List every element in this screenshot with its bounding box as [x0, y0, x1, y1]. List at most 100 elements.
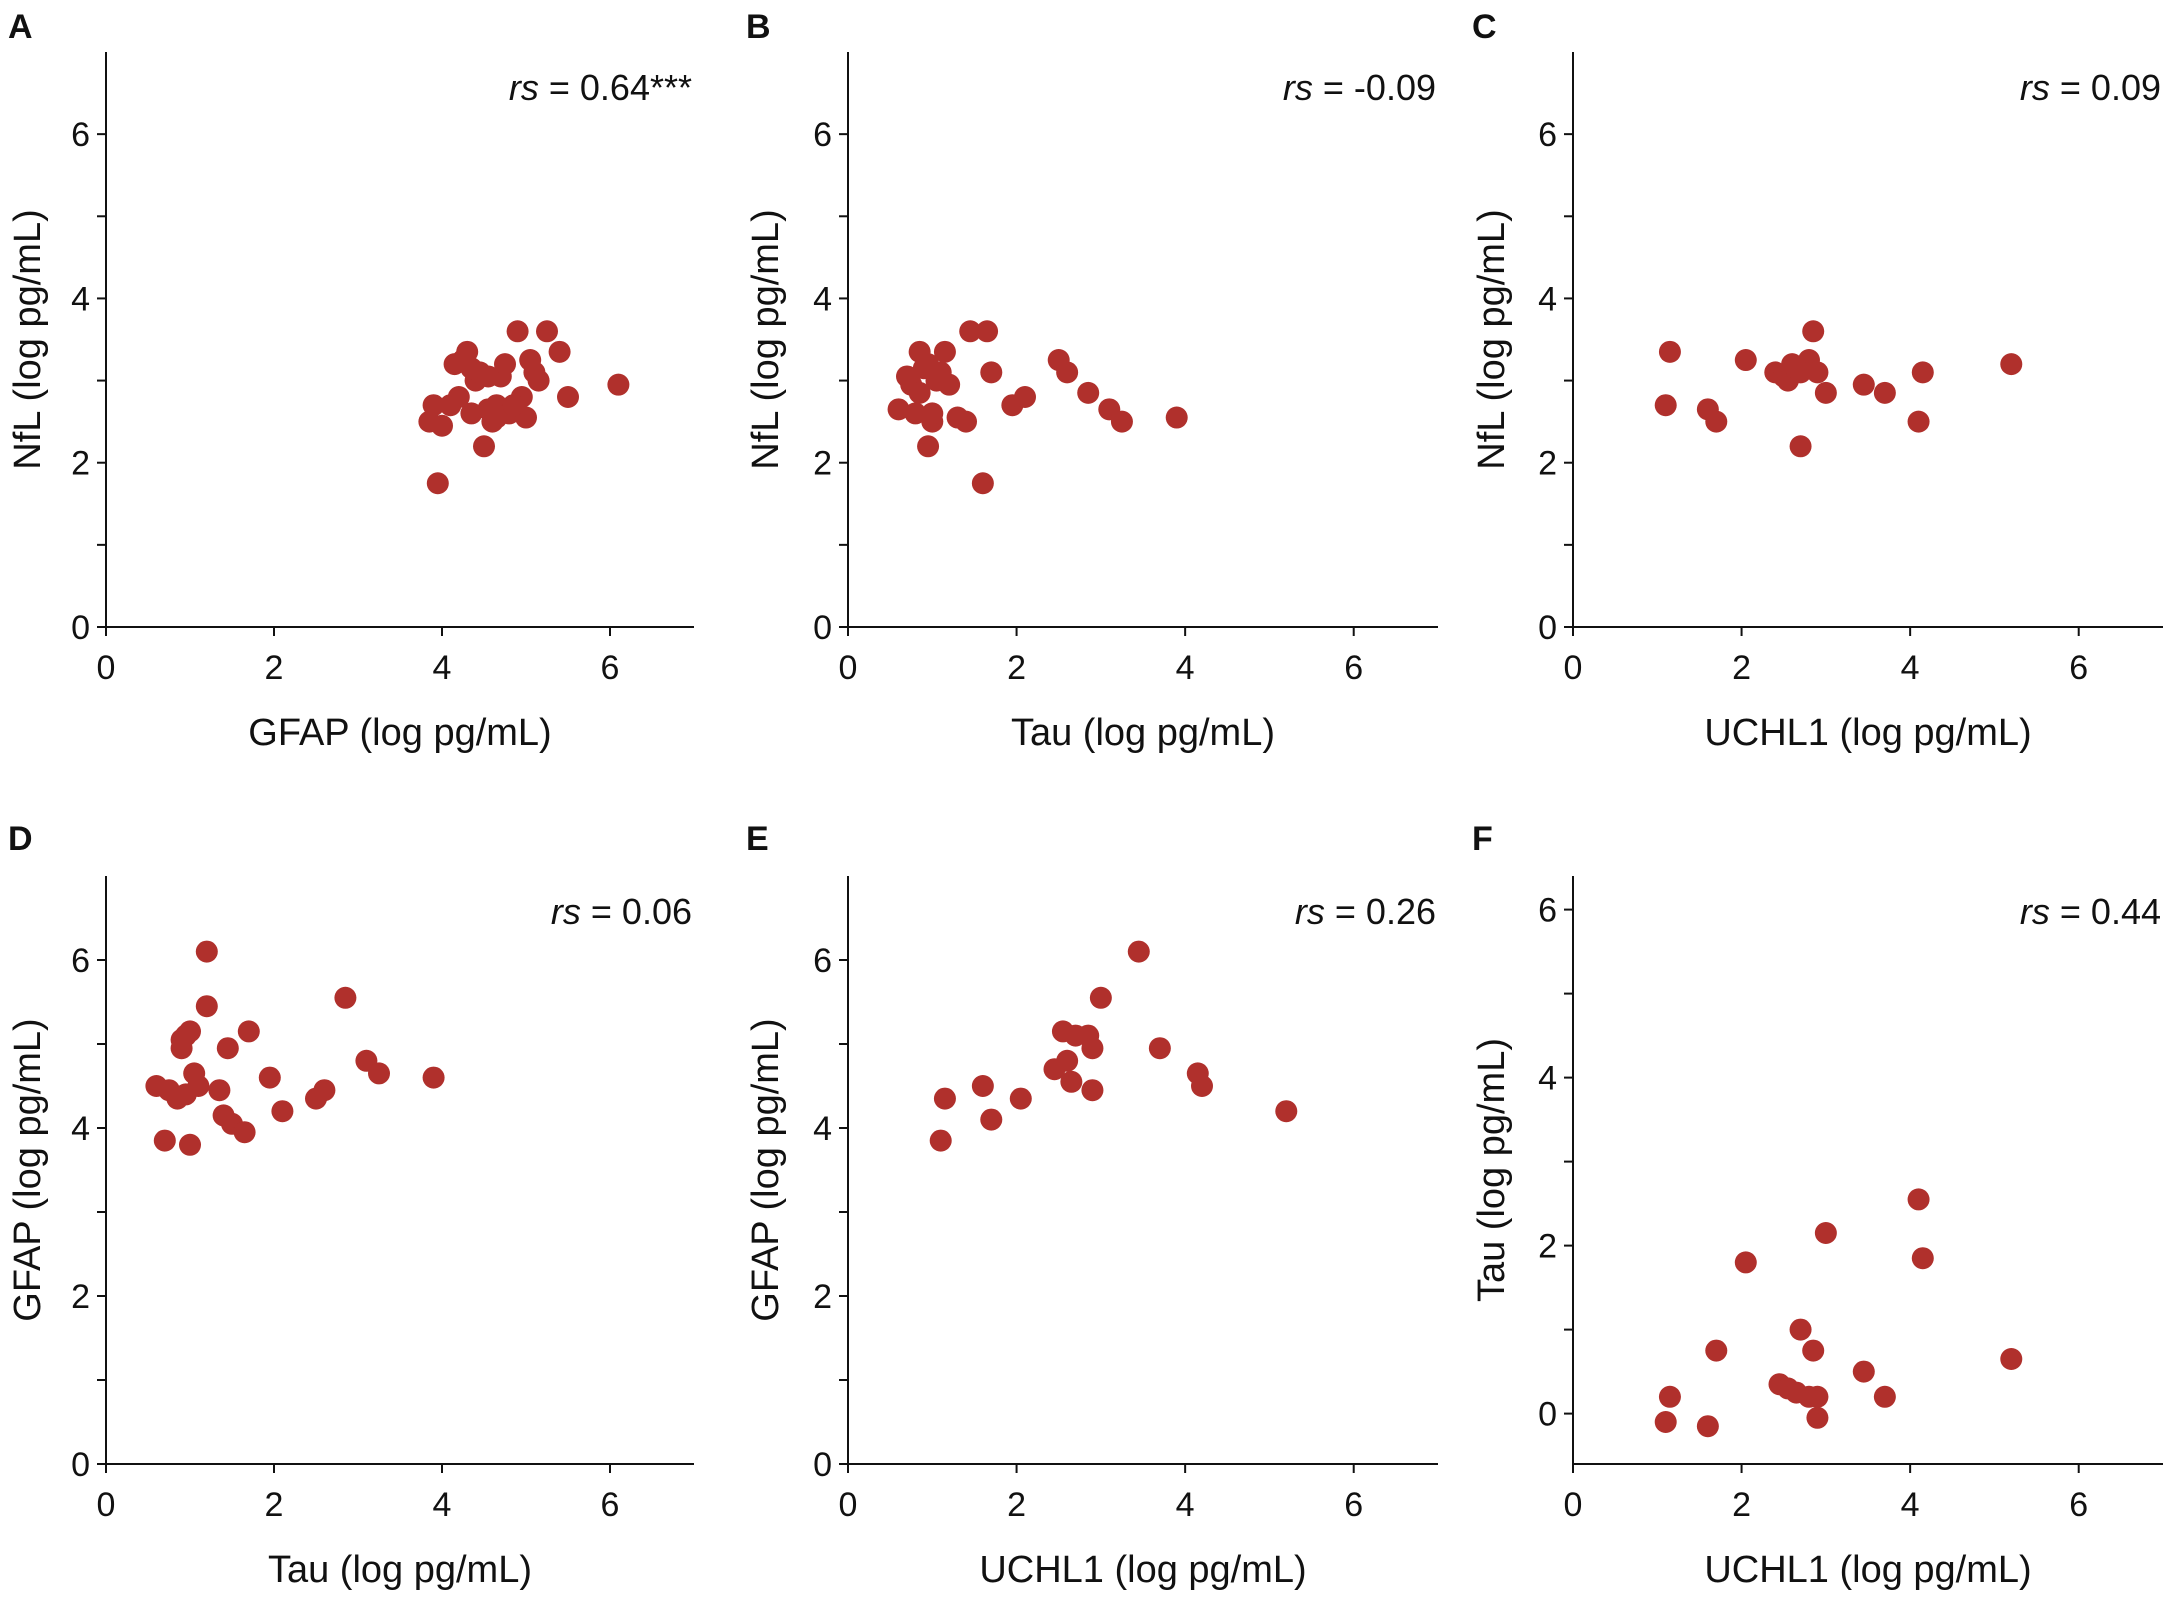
data-point: [921, 402, 944, 425]
data-point: [1275, 1100, 1298, 1123]
data-point: [1060, 1070, 1083, 1093]
data-point: [917, 353, 940, 376]
data-point: [1089, 986, 1112, 1009]
data-point: [179, 1133, 201, 1156]
panel-letter: E: [746, 820, 769, 858]
data-point: [477, 365, 500, 388]
y-tick-label: 6: [813, 116, 832, 154]
panel-b: B 0 2 4 6 0 2 4 6 Tau (log pg/mL) NfL (log pg/mL) r…: [745, 8, 1438, 754]
data-point: [233, 1121, 256, 1144]
data-point: [1658, 340, 1681, 363]
y-tick-label: 4: [1538, 1060, 1557, 1098]
data-point: [904, 402, 927, 425]
correlation-annotation: rs = 0.64***: [509, 67, 692, 108]
correlation-symbol: rs: [551, 891, 581, 932]
data-point: [607, 373, 630, 396]
x-axis-label: GFAP (log pg/mL): [248, 712, 551, 754]
data-point: [258, 1066, 281, 1089]
data-point: [1852, 373, 1875, 396]
data-point: [153, 1129, 176, 1152]
data-point: [929, 1129, 952, 1152]
data-point: [1814, 1222, 1837, 1244]
x-tick-label: 4: [1901, 649, 1920, 687]
data-point: [1191, 1075, 1213, 1097]
data-point: [959, 320, 982, 343]
panel-e: E 0 2 4 6 0 2 4 6 UCHL1 (log pg/mL) GFAP (log pg/m…: [745, 820, 1438, 1591]
x-tick-label: 4: [1176, 1486, 1195, 1524]
data-point: [933, 1087, 956, 1110]
correlation-value: = 0.09: [2050, 67, 2161, 108]
panel-d: D 0 2 4 6 0 2 4 6 Tau (log pg/mL) GFAP (log pg/mL)…: [7, 820, 694, 1591]
data-point: [1705, 410, 1728, 433]
x-tick-label: 2: [1732, 649, 1751, 687]
data-point: [1654, 1411, 1677, 1433]
correlation-value: = 0.26: [1325, 891, 1436, 932]
data-point: [2000, 353, 2023, 376]
x-tick-label: 2: [265, 649, 284, 687]
data-point: [971, 472, 994, 495]
x-axis-label: UCHL1 (log pg/mL): [1704, 712, 2031, 754]
y-axis-label: Tau (log pg/mL): [1471, 1038, 1513, 1302]
data-point: [1110, 410, 1133, 433]
x-tick-label: 6: [1344, 649, 1363, 687]
data-point: [1077, 381, 1100, 404]
data-point: [1806, 1406, 1829, 1429]
x-tick-label: 6: [601, 1486, 620, 1524]
data-point: [187, 1075, 210, 1097]
data-point: [1081, 1079, 1104, 1102]
data-point: [195, 940, 218, 963]
data-point: [422, 394, 445, 417]
panel-letter: D: [8, 820, 33, 858]
data-point: [418, 410, 441, 433]
data-point: [1081, 1037, 1104, 1060]
y-axis-label: NfL (log pg/mL): [1471, 209, 1513, 469]
data-point: [1802, 1339, 1825, 1362]
y-tick-label: 0: [1538, 1396, 1557, 1434]
data-point: [1734, 349, 1757, 372]
correlation-annotation: rs = 0.44: [2020, 891, 2161, 932]
data-point: [426, 472, 449, 495]
data-point: [980, 361, 1003, 384]
data-point: [473, 435, 495, 458]
data-point: [1165, 406, 1188, 429]
correlation-value: = 0.64***: [539, 67, 692, 108]
y-tick-label: 4: [813, 280, 832, 318]
data-point: [485, 406, 508, 429]
data-point: [887, 398, 910, 421]
data-point: [1907, 1188, 1930, 1211]
data-point: [1014, 386, 1036, 408]
x-tick-label: 6: [1344, 1486, 1363, 1524]
data-point: [216, 1037, 239, 1060]
data-point: [527, 369, 550, 392]
y-axis-label: GFAP (log pg/mL): [745, 1018, 787, 1321]
data-point: [334, 986, 357, 1009]
y-tick-label: 4: [71, 280, 90, 318]
panel-letter: C: [1472, 8, 1497, 46]
data-point: [1802, 320, 1825, 343]
data-point: [938, 373, 961, 396]
x-tick-label: 0: [97, 649, 116, 687]
data-point: [460, 402, 483, 425]
y-tick-label: 4: [71, 1110, 90, 1148]
correlation-symbol: rs: [1283, 67, 1313, 108]
correlation-annotation: rs = 0.26: [1295, 891, 1436, 932]
correlation-value: = 0.44: [2050, 891, 2161, 932]
data-point: [976, 320, 999, 343]
y-tick-label: 2: [813, 1278, 832, 1316]
data-point: [208, 1079, 231, 1102]
data-point: [1907, 410, 1930, 433]
x-axis-label: Tau (log pg/mL): [1011, 712, 1275, 754]
data-point: [506, 320, 529, 343]
data-point: [195, 995, 218, 1018]
data-point: [1814, 381, 1837, 404]
data-point: [557, 386, 579, 408]
data-point: [1852, 1360, 1875, 1383]
data-point: [1734, 1251, 1757, 1274]
x-axis-label: UCHL1 (log pg/mL): [1704, 1549, 2031, 1591]
y-tick-label: 2: [1538, 1228, 1557, 1266]
x-tick-label: 4: [433, 1486, 452, 1524]
x-axis-label: Tau (log pg/mL): [268, 1549, 532, 1591]
y-tick-label: 2: [1538, 445, 1557, 483]
data-point: [1911, 361, 1934, 384]
y-tick-label: 6: [71, 116, 90, 154]
